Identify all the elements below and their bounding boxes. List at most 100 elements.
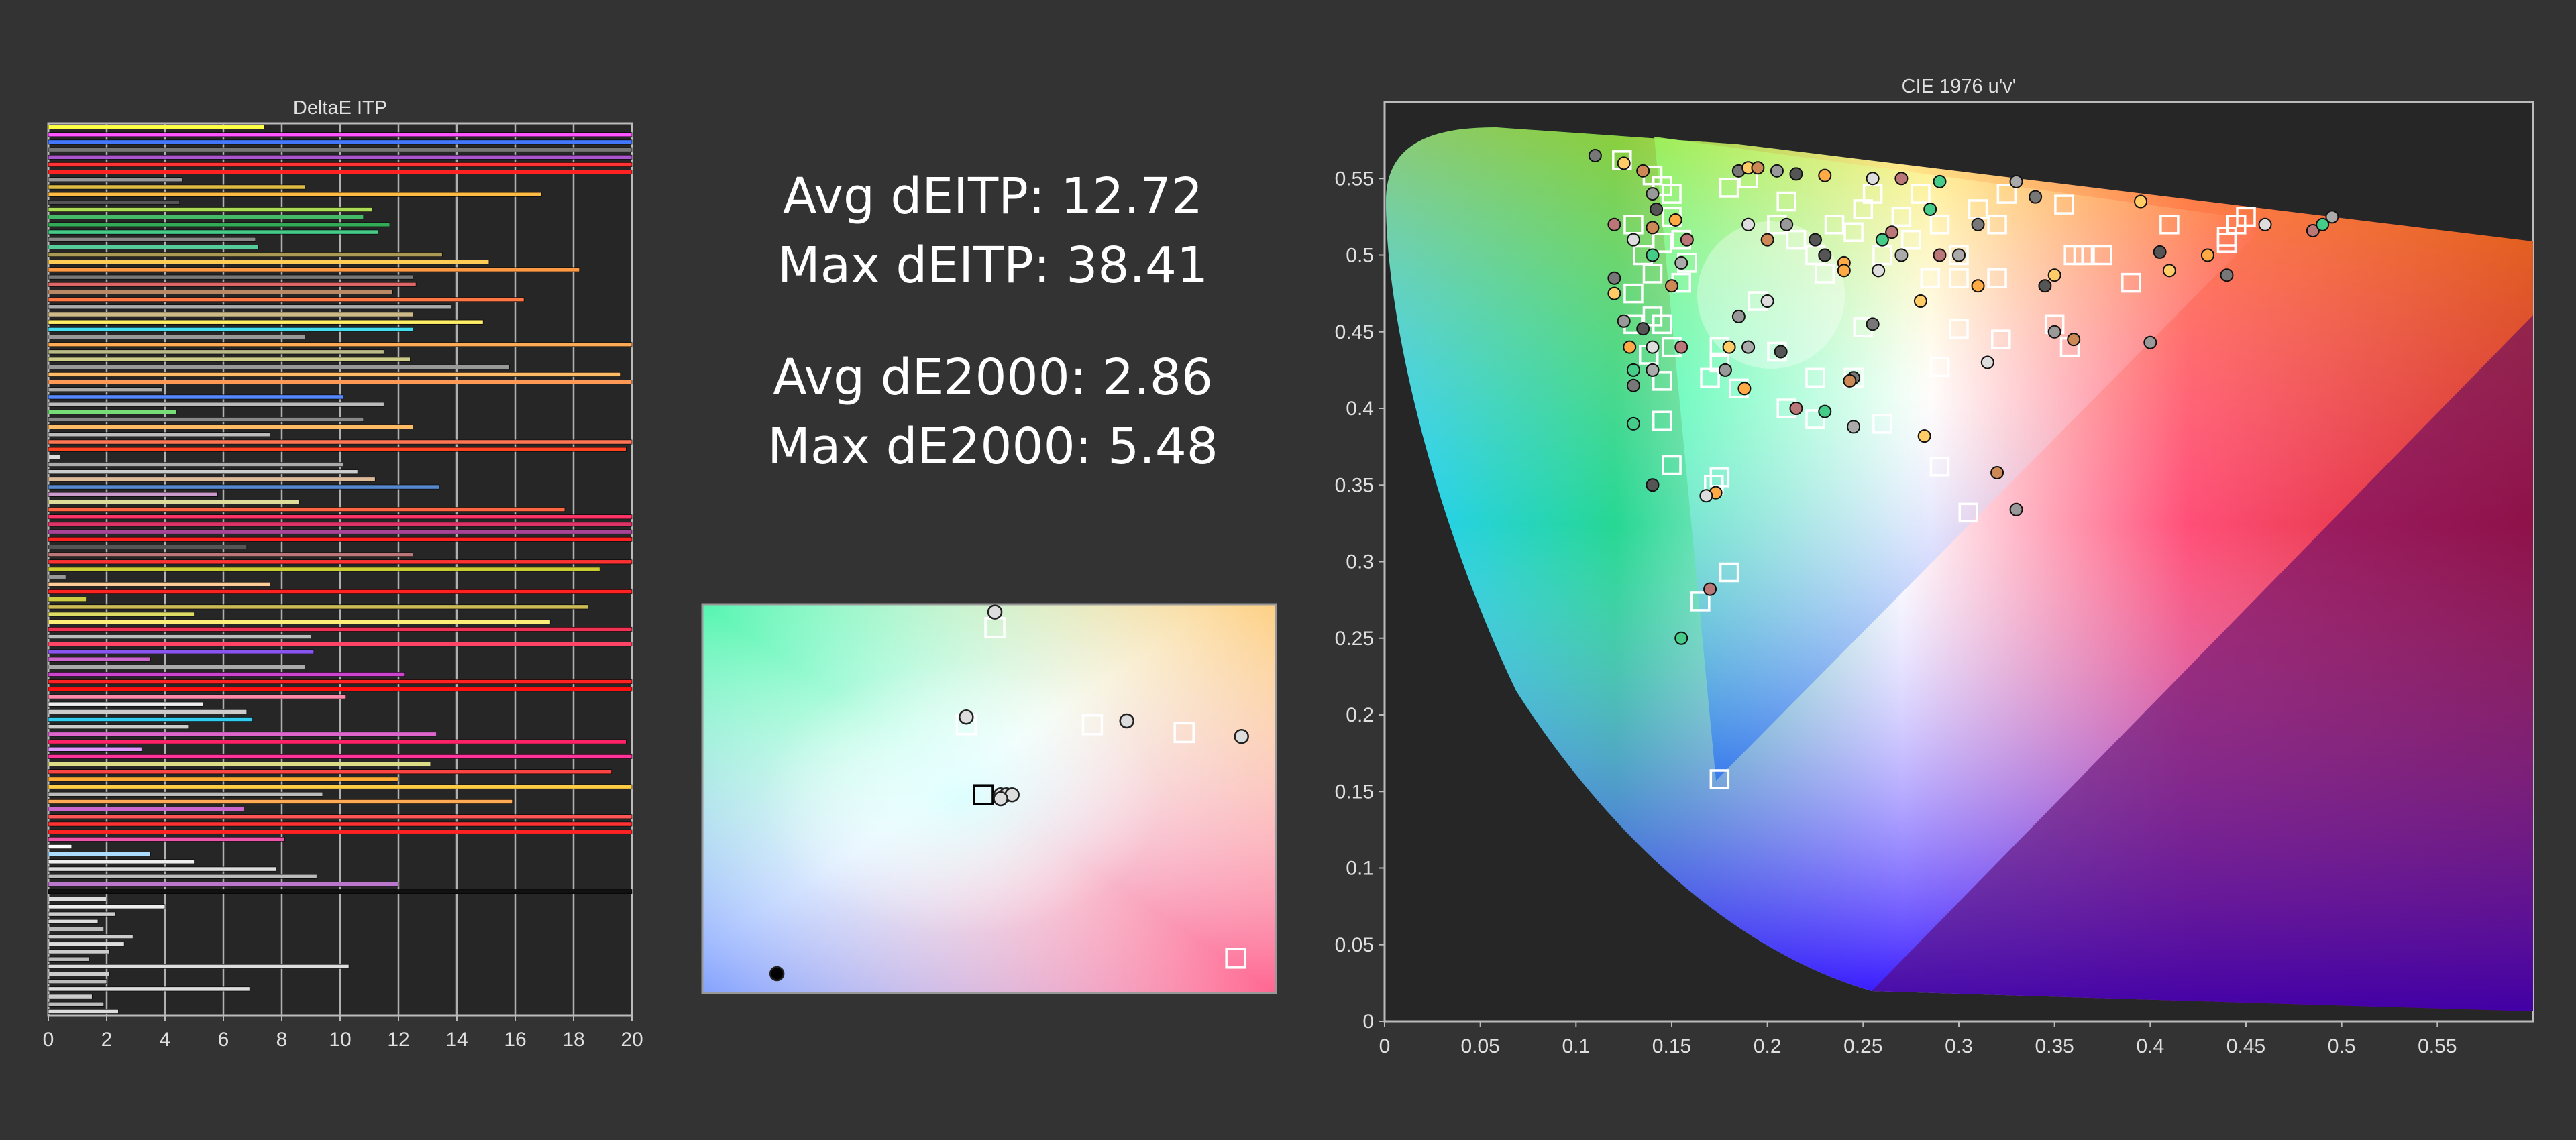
cie-measured-circle [2038, 279, 2052, 293]
bar [48, 387, 162, 392]
cie-target-square [1891, 207, 1912, 227]
cie-measured-circle [2220, 268, 2234, 282]
bar [48, 927, 104, 931]
bar [48, 882, 399, 887]
inset-measured-circle [987, 604, 1003, 620]
cie-measured-circle [1971, 279, 1985, 293]
bar [48, 327, 414, 332]
bar [48, 297, 525, 302]
bar [48, 260, 490, 265]
bar [48, 574, 66, 579]
bar [48, 972, 110, 976]
bar-x-tick-label: 2 [101, 1029, 113, 1051]
bar [48, 439, 633, 445]
bar [48, 290, 393, 294]
cie-y-tick-label: 0.35 [1335, 474, 1374, 496]
cie-measured-circle [1875, 233, 1889, 247]
cie-measured-circle [1789, 402, 1803, 415]
bar [48, 701, 203, 707]
bar [48, 956, 90, 962]
bar [48, 507, 566, 512]
cie-measured-circle [1760, 233, 1774, 247]
cie-target-square [1662, 184, 1682, 204]
bar [48, 222, 390, 227]
bar [48, 364, 510, 369]
bar [48, 657, 151, 662]
cie-measured-circle [2009, 174, 2023, 188]
bar [48, 229, 378, 235]
inset-color-zoom-chart [701, 603, 1277, 994]
cie-measured-circle [1680, 233, 1694, 247]
cie-target-square [1900, 229, 1921, 250]
de2000-stats: Avg dE2000: 2.86 Max dE2000: 5.48 [691, 343, 1295, 481]
bar [48, 821, 633, 827]
cie-y-tick-label: 0.4 [1346, 398, 1374, 420]
cie-target-square [1958, 502, 1979, 523]
cie-chart-title: CIE 1976 u'v' [1902, 76, 2017, 97]
cie-target-square [1815, 264, 1835, 284]
cie-measured-circle [1674, 255, 1688, 270]
cie-target-square [2216, 233, 2237, 253]
bar-x-tick-label: 16 [504, 1029, 526, 1051]
cie-x-tick-label: 0.2 [1754, 1035, 1782, 1058]
bar [48, 859, 195, 864]
cie-measured-circle [1933, 248, 1947, 262]
cie-target-square [1991, 329, 2011, 349]
bar [48, 612, 195, 617]
cie-y-tick-label: 0.45 [1335, 321, 1374, 343]
cie-measured-circle [2153, 245, 2167, 259]
avg-deitp-label: Avg dEITP: 12.72 [782, 168, 1203, 225]
cie-target-square [1652, 371, 1672, 391]
bar [48, 687, 633, 692]
bar [48, 589, 633, 594]
cie-measured-circle [1760, 294, 1774, 308]
cie-measured-circle [1646, 248, 1660, 262]
cie-measured-circle [1894, 248, 1909, 262]
bar [48, 664, 306, 669]
cie-measured-circle [1646, 187, 1660, 201]
cie-target-square [1709, 769, 1730, 789]
bar [48, 844, 72, 849]
cie-target-square [1987, 215, 2007, 235]
bar [48, 694, 347, 699]
bar [48, 627, 633, 632]
bar [48, 536, 633, 542]
cie-target-square [1996, 184, 2017, 204]
bar [48, 447, 627, 452]
cie-measured-circle [1722, 340, 1736, 354]
cie-target-square [1623, 283, 1644, 304]
cie-measured-circle [2029, 190, 2043, 204]
cie-1976-uv-chart: CIE 1976 u'v' 0 0.05 0.1 0.15 0.2 0.25 0.3 0.35… [1335, 76, 2534, 1058]
cie-measured-circle [1843, 374, 1857, 388]
cie-measured-circle [2047, 325, 2061, 339]
bar-x-tick-label: 20 [621, 1029, 643, 1051]
cie-measured-circle [1731, 309, 1746, 323]
inset-markers [769, 604, 1249, 982]
bar [48, 964, 350, 969]
bar [48, 814, 633, 819]
bar-x-tick-label: 0 [43, 1029, 54, 1051]
bar [48, 567, 600, 572]
cie-target-square [1719, 562, 1739, 583]
cie-y-tick-label: 0 [1362, 1011, 1374, 1033]
cie-measured-circle [2047, 268, 2061, 282]
cie-measured-circle [1894, 172, 1909, 186]
bar [48, 897, 107, 902]
bar [48, 852, 151, 857]
cie-y-tick-label: 0.5 [1346, 245, 1374, 267]
bar [48, 836, 285, 842]
bar [48, 312, 414, 317]
bar [48, 545, 248, 549]
cie-measured-circle [1617, 314, 1631, 328]
cie-measured-circle [1626, 363, 1640, 377]
cie-measured-circle [1818, 404, 1832, 418]
bar [48, 215, 364, 220]
bar [48, 394, 343, 400]
inset-target-square [1225, 948, 1246, 969]
deltae-itp-bar-chart: DeltaE ITP 0 2 4 6 8 10 12 14 16 18 20 [43, 97, 643, 1051]
inset-target-square [973, 784, 994, 805]
bar [48, 604, 589, 610]
cie-measured-circle [1665, 279, 1678, 293]
cie-measured-circle [1774, 345, 1788, 359]
bar [48, 642, 633, 647]
